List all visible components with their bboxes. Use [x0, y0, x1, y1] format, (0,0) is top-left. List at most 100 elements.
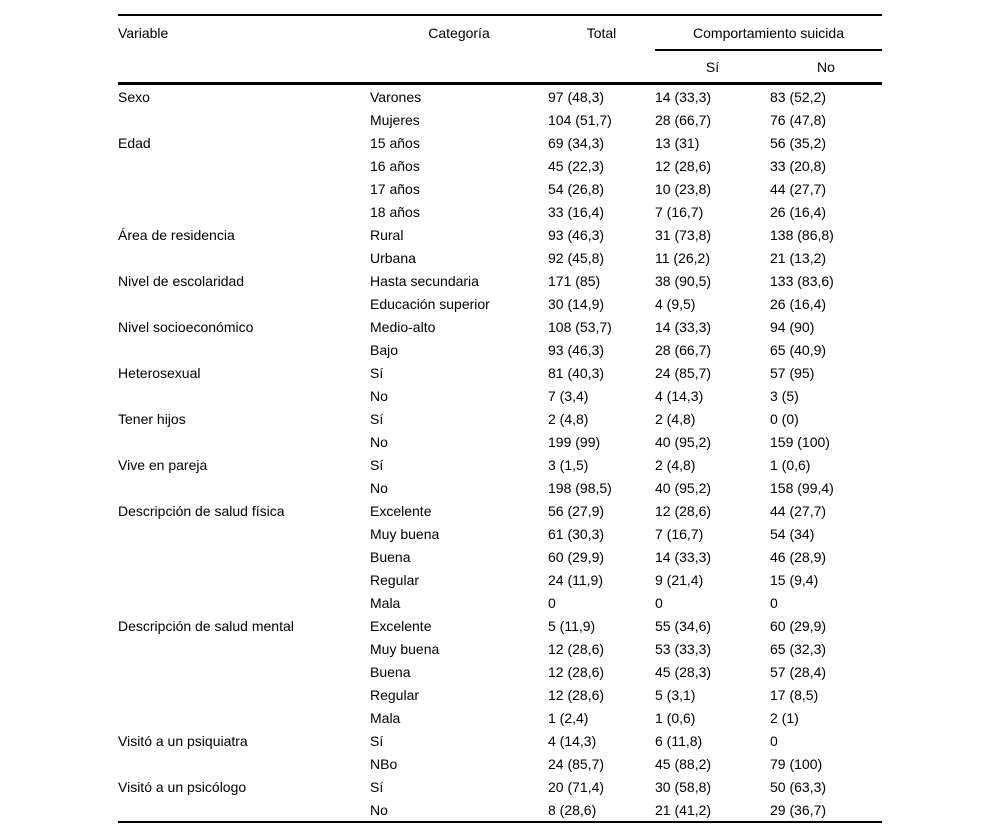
table-row: Edad 15 años 69 (34,3) 13 (31) 56 (35,2): [118, 131, 882, 154]
cell-si-count: 45 (88,2): [655, 755, 712, 772]
cell-variable: Vive en pareja: [118, 456, 208, 473]
cell-no-count: 29 (36,7): [770, 798, 882, 823]
cell-no-count: 33 (20,8): [770, 157, 827, 174]
cell-variable: Edad: [118, 134, 151, 151]
cell-variable: Tener hijos: [118, 410, 186, 427]
cell-si-count: 14 (33,3): [655, 548, 712, 565]
cell-si-count: 31 (73,8): [655, 226, 712, 243]
header-row-top: Variable Categoría Total Comportamiento …: [118, 15, 882, 51]
cell-total: 4 (14,3): [548, 732, 597, 749]
cell-si-count: 2 (4,8): [655, 410, 696, 427]
cell-total: 2 (4,8): [548, 410, 589, 427]
cell-categoria: No: [370, 387, 388, 404]
cell-no-count: 3 (5): [770, 387, 799, 404]
cell-total: 108 (53,7): [548, 318, 612, 335]
cell-no-count: 21 (13,2): [770, 249, 827, 266]
cell-categoria: Medio-alto: [370, 318, 436, 335]
cell-no-count: 159 (100): [770, 433, 830, 450]
cell-total: 8 (28,6): [548, 798, 655, 823]
table-row: Nivel socioeconómico Medio-alto 108 (53,7)…: [118, 315, 882, 338]
cell-variable: Visitó a un psicólogo: [118, 778, 247, 795]
cell-categoria: Buena: [370, 663, 411, 680]
cell-variable: [118, 706, 370, 729]
cell-categoria: No: [370, 798, 548, 823]
cell-variable: [118, 108, 370, 131]
cell-no-count: 76 (47,8): [770, 111, 827, 128]
cell-variable: [118, 637, 370, 660]
cell-categoria: Mala: [370, 709, 401, 726]
table-row: Regular 24 (11,9) 9 (21,4) 15 (9,4): [118, 568, 882, 591]
cell-total: 1 (2,4): [548, 709, 589, 726]
cell-si-count: 28 (66,7): [655, 111, 712, 128]
table-row: Buena 12 (28,6) 45 (28,3) 57 (28,4): [118, 660, 882, 683]
table-row: No 198 (98,5) 40 (95,2) 158 (99,4): [118, 476, 882, 499]
cell-categoria: Mujeres: [370, 111, 420, 128]
cell-categoria: 17 años: [370, 180, 420, 197]
cell-si-count: 1 (0,6): [655, 709, 696, 726]
cell-categoria: Bajo: [370, 341, 399, 358]
table-row: Sexo Varones 97 (48,3) 14 (33,3) 83 (52,2): [118, 84, 882, 109]
cell-no-count: 26 (16,4): [770, 203, 827, 220]
cell-no-count: 60 (29,9): [770, 617, 827, 634]
cell-variable: [118, 798, 370, 823]
column-header-total: Total: [586, 25, 617, 41]
cell-variable: Descripción de salud física: [118, 502, 285, 519]
cell-variable: Sexo: [118, 88, 150, 105]
cell-categoria: No: [370, 479, 388, 496]
cell-total: 24 (11,9): [548, 571, 603, 588]
cell-categoria: Mala: [370, 594, 401, 611]
cell-total: 93 (46,3): [548, 226, 605, 243]
table-container: Variable Categoría Total Comportamiento …: [118, 14, 882, 823]
cell-categoria: Sí: [370, 410, 384, 427]
cell-total: 33 (16,4): [548, 203, 605, 220]
cell-no-count: 15 (9,4): [770, 571, 819, 588]
stats-table: Variable Categoría Total Comportamiento …: [118, 14, 882, 823]
cell-si-count: 53 (33,3): [655, 640, 712, 657]
cell-categoria: Muy buena: [370, 525, 440, 542]
cell-total: 97 (48,3): [548, 88, 605, 105]
cell-total: 30 (14,9): [548, 295, 605, 312]
cell-total: 199 (99): [548, 433, 601, 450]
cell-si-count: 38 (90,5): [655, 272, 712, 289]
header-spacer: [548, 50, 655, 85]
cell-si-count: 7 (16,7): [655, 203, 704, 220]
cell-variable: [118, 752, 370, 775]
cell-no-count: 26 (16,4): [770, 295, 827, 312]
cell-no-count: 0: [770, 732, 778, 749]
table-row: Muy buena 12 (28,6) 53 (33,3) 65 (32,3): [118, 637, 882, 660]
cell-total: 56 (27,9): [548, 502, 605, 519]
column-header-categoria: Categoría: [428, 25, 490, 41]
cell-total: 0: [548, 594, 556, 611]
column-header-variable: Variable: [118, 25, 169, 41]
cell-total: 81 (40,3): [548, 364, 605, 381]
cell-total: 3 (1,5): [548, 456, 589, 473]
cell-si-count: 24 (85,7): [655, 364, 712, 381]
cell-si-count: 11 (26,2): [655, 249, 710, 266]
cell-variable: [118, 430, 370, 453]
cell-categoria: Sí: [370, 364, 384, 381]
cell-no-count: 65 (32,3): [770, 640, 827, 657]
cell-si-count: 14 (33,3): [655, 88, 712, 105]
table-row: Área de residencia Rural 93 (46,3) 31 (73,8…: [118, 223, 882, 246]
table-row: Muy buena 61 (30,3) 7 (16,7) 54 (34): [118, 522, 882, 545]
cell-variable: [118, 545, 370, 568]
cell-total: 12 (28,6): [548, 640, 605, 657]
table-row: Educación superior 30 (14,9) 4 (9,5) 26 (16…: [118, 292, 882, 315]
cell-total: 60 (29,9): [548, 548, 605, 565]
cell-si-count: 28 (66,7): [655, 341, 712, 358]
cell-variable: Nivel socioeconómico: [118, 318, 254, 335]
cell-variable: [118, 568, 370, 591]
cell-categoria: Excelente: [370, 617, 432, 634]
cell-categoria: 15 años: [370, 134, 420, 151]
cell-no-count: 54 (34): [770, 525, 815, 542]
cell-variable: [118, 200, 370, 223]
table-row: Nivel de escolaridad Hasta secundaria 171 …: [118, 269, 882, 292]
table-row: No 7 (3,4) 4 (14,3) 3 (5): [118, 384, 882, 407]
table-row: 17 años 54 (26,8) 10 (23,8) 44 (27,7): [118, 177, 882, 200]
cell-categoria: Educación superior: [370, 295, 490, 312]
cell-no-count: 79 (100): [770, 755, 823, 772]
table-row: Heterosexual Sí 81 (40,3) 24 (85,7) 57 (95): [118, 361, 882, 384]
cell-total: 54 (26,8): [548, 180, 605, 197]
cell-total: 45 (22,3): [548, 157, 605, 174]
cell-si-count: 14 (33,3): [655, 318, 712, 335]
